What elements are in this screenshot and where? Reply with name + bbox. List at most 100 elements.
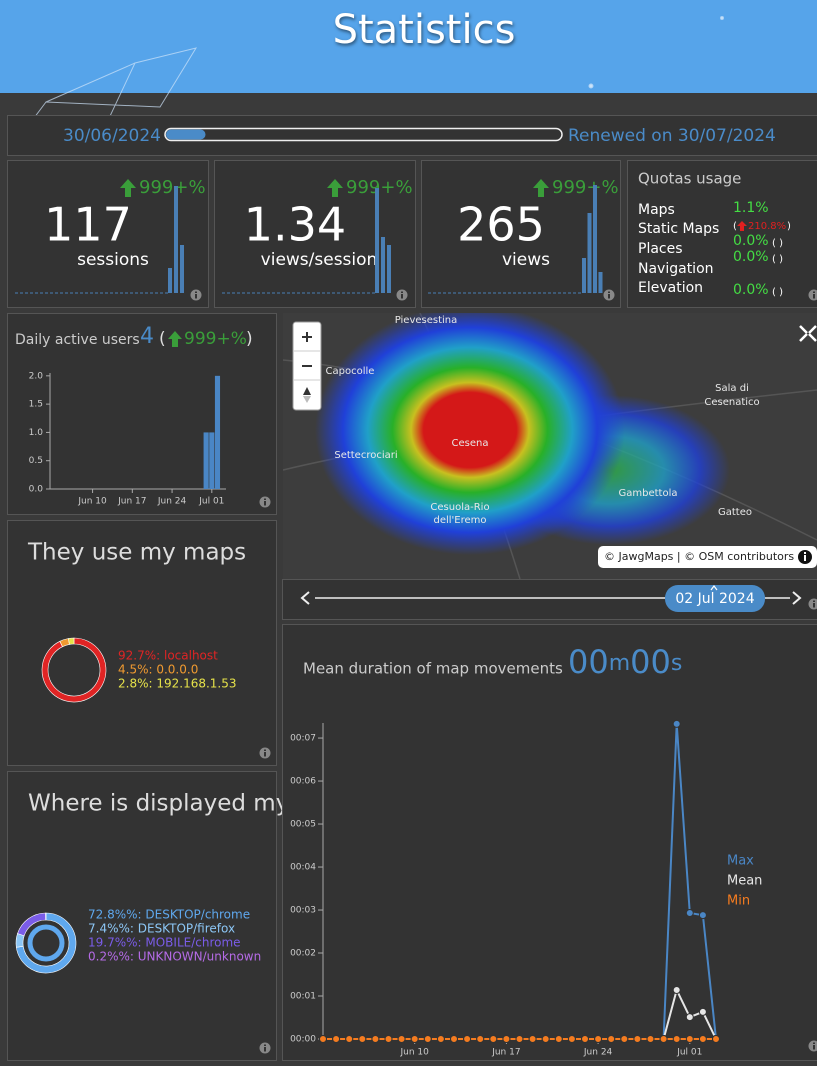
info-glyph [608, 291, 610, 293]
panel [421, 160, 621, 308]
point [633, 1035, 642, 1043]
info-glyph [195, 291, 197, 293]
point [607, 1035, 616, 1043]
panel [627, 160, 817, 308]
headline-part: 00 [630, 643, 671, 681]
spark-bar [180, 245, 184, 293]
info-glyph [813, 1042, 815, 1044]
pie-slice [68, 637, 75, 645]
quota-value: 0.0% [733, 249, 769, 265]
place: Gatteo [718, 507, 752, 518]
point [345, 1035, 354, 1043]
paren: ) [246, 329, 253, 349]
slice-label: 19.7%%: MOBILE/chrome [88, 936, 241, 950]
chart-title: Mean duration of map movements [303, 660, 563, 678]
quota-note: ( ) [772, 254, 783, 265]
slider-date: 02 Jul 2024 [675, 591, 754, 607]
panel [7, 520, 277, 766]
map: Pievesestina Capocolle Cesena Settecroci… [283, 313, 817, 579]
fullscreen[interactable] [799, 325, 817, 342]
y-tick-label: 1.5 [29, 400, 43, 410]
point [436, 1035, 445, 1043]
quota-value: 1.1% [733, 200, 769, 216]
point [685, 1035, 694, 1043]
point [698, 1007, 707, 1016]
info-glyph [264, 501, 266, 506]
progress-track [164, 127, 563, 142]
legend-entry: Min [727, 894, 750, 909]
heat [315, 313, 625, 555]
panel [7, 115, 817, 156]
point [476, 1035, 485, 1043]
quota-note: 210.8% [748, 221, 786, 232]
y-tick-label: 00:07 [290, 734, 316, 744]
point [567, 1035, 576, 1043]
zoom-in[interactable] [302, 332, 312, 342]
point [423, 1035, 432, 1043]
y-tick-label: 00:01 [290, 992, 316, 1002]
kpi-value: 117 [44, 198, 132, 252]
place: Sala di [715, 383, 749, 394]
quota-note: ( [733, 221, 737, 232]
info-glyph [264, 1047, 266, 1052]
quota-note: ( ) [772, 287, 783, 298]
slider-handle[interactable] [665, 585, 765, 612]
bar [214, 375, 221, 489]
point [659, 1035, 668, 1043]
point [672, 1035, 681, 1043]
place: Cesuola-Rio [430, 502, 489, 513]
point [672, 719, 681, 728]
up-arrows [120, 179, 549, 197]
y-tick-label: 00:03 [290, 906, 316, 916]
point [397, 1035, 406, 1043]
attribution: © JawgMaps | © OSM contributors [604, 550, 794, 563]
zoom-controls[interactable] [292, 321, 322, 411]
point [685, 909, 694, 918]
point [646, 1035, 655, 1043]
point [371, 1035, 380, 1043]
y-tick-label: 00:00 [290, 1035, 316, 1045]
inner-ring [27, 924, 65, 962]
info-glyph [264, 752, 266, 757]
reset-north[interactable] [303, 387, 311, 395]
point [463, 1035, 472, 1043]
y-tick-label: 00:06 [290, 777, 316, 787]
slice-label: 4.5%: 0.0.0.0 [118, 663, 198, 677]
info-glyph [264, 498, 266, 500]
prev[interactable] [300, 591, 310, 605]
point [319, 1035, 327, 1043]
progress-fill [166, 129, 206, 140]
place: Cesena [452, 438, 489, 449]
spark-bar [168, 268, 172, 293]
point [672, 985, 681, 994]
kpi-value: 265 [457, 198, 545, 252]
point [554, 1035, 563, 1043]
kpi-label: views [502, 250, 550, 270]
point [541, 1035, 550, 1043]
header [0, 0, 817, 93]
x-tick-label: Jun 17 [117, 497, 146, 507]
slice-label: 0.2%%: UNKNOWN/unknown [88, 950, 261, 964]
kpi-change: 999+% [552, 177, 619, 198]
x-tick-label: Jun 10 [400, 1048, 430, 1058]
point [515, 1035, 524, 1043]
legend-entry: Mean [727, 874, 762, 889]
quota-notes: ( ) ( ) ( ) [772, 238, 783, 298]
spark-bar [587, 213, 592, 293]
up-arrow [737, 221, 747, 231]
next[interactable] [792, 591, 802, 605]
x-tick-label: Jul 01 [676, 1048, 702, 1058]
point [698, 911, 707, 920]
kpi-label: views/session [261, 250, 378, 270]
spark-bar [593, 185, 597, 293]
point [620, 1035, 629, 1043]
spark-bar [381, 237, 385, 293]
slice-label: 72.8%%: DESKTOP/chrome [88, 908, 250, 922]
bar [209, 432, 215, 489]
spark-bar [582, 258, 586, 293]
chart-title: They use my maps [27, 540, 246, 566]
y-tick-label: 00:02 [290, 949, 316, 959]
bar [203, 432, 209, 489]
